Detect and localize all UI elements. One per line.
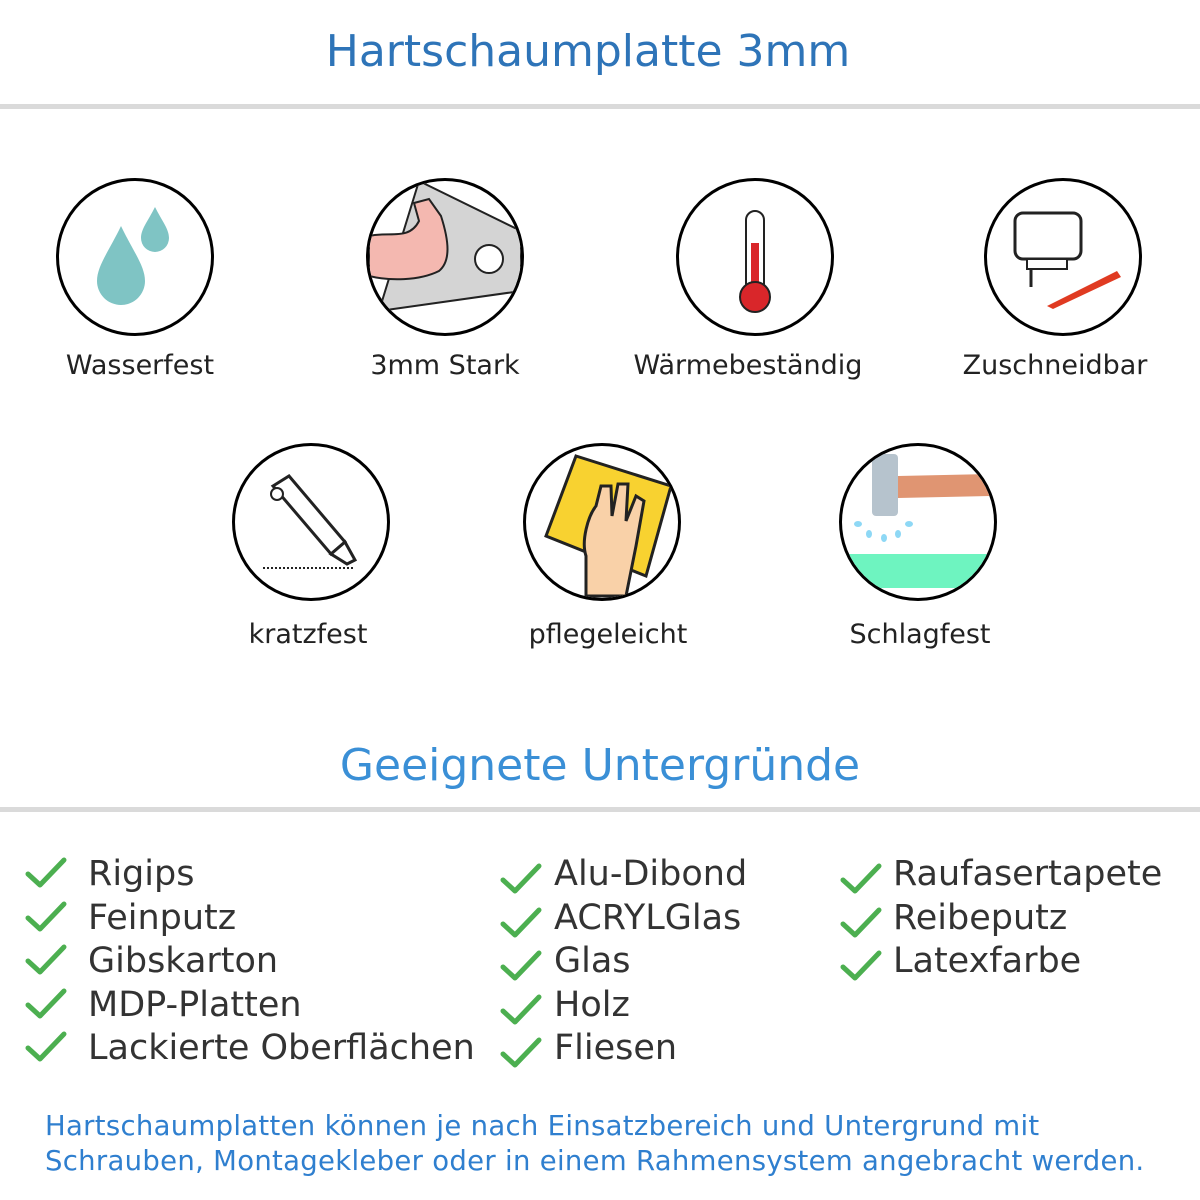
check-icon (25, 987, 67, 1021)
check-icon (500, 993, 542, 1027)
check-icon (840, 906, 882, 940)
surface-item: ACRYLGlas (554, 897, 742, 938)
jigsaw-knife-icon (984, 178, 1142, 336)
feature-label: kratzfest (248, 619, 368, 650)
feature-label: Wärmebeständig (633, 350, 863, 381)
feature-label: Wasserfest (65, 350, 215, 381)
surface-item: Lackierte Oberflächen (88, 1028, 475, 1068)
hammer-icon (839, 443, 997, 601)
footer-text: Schrauben, Montagekleber oder in einem R… (45, 1145, 1145, 1177)
page-title: Hartschaumplatte 3mm (325, 26, 851, 77)
section-heading: Geeignete Untergründe (339, 740, 861, 791)
surface-item: MDP-Platten (88, 984, 302, 1025)
water-drops-icon (56, 178, 214, 336)
feature-label: pflegeleicht (528, 619, 688, 650)
surface-item: Feinputz (88, 897, 237, 938)
feature-label: Zuschneidbar (962, 350, 1148, 381)
check-icon (500, 862, 542, 896)
surface-item: Alu-Dibond (554, 854, 748, 894)
thermometer-icon (676, 178, 834, 336)
surface-item: Reibeputz (893, 897, 1068, 938)
hand-sponge-icon (523, 443, 681, 601)
check-icon (25, 900, 67, 934)
check-icon (25, 1030, 67, 1064)
surface-item: Gibskarton (88, 941, 279, 981)
flexed-arm-icon (366, 178, 524, 336)
surface-item: Latexfarbe (893, 941, 1082, 981)
check-icon (25, 856, 67, 890)
check-icon (840, 862, 882, 896)
surface-item: Glas (554, 941, 631, 981)
check-icon (500, 949, 542, 983)
cutter-knife-icon (232, 443, 390, 601)
check-icon (840, 949, 882, 983)
divider (0, 104, 1200, 109)
feature-label: 3mm Stark (370, 350, 520, 381)
check-icon (25, 943, 67, 977)
surface-item: Holz (554, 984, 630, 1025)
check-icon (500, 1036, 542, 1070)
feature-label: Schlagfest (849, 619, 991, 650)
footer-text: Hartschaumplatten können je nach Einsatz… (45, 1110, 1040, 1142)
surface-item: Raufasertapete (893, 854, 1163, 894)
divider (0, 807, 1200, 812)
surface-item: Fliesen (554, 1028, 678, 1068)
surface-item: Rigips (88, 854, 195, 894)
check-icon (500, 906, 542, 940)
